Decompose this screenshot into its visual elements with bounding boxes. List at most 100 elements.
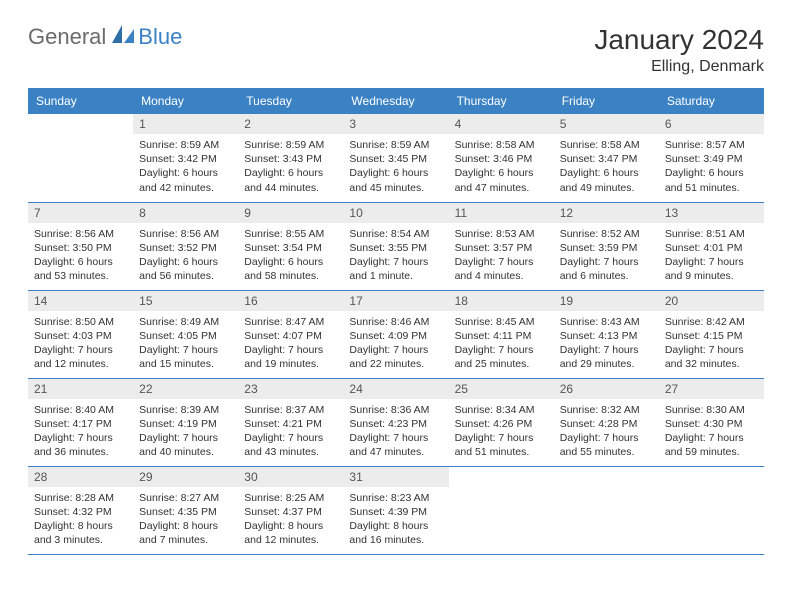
calendar-day-cell bbox=[449, 466, 554, 554]
calendar-week-row: 14Sunrise: 8:50 AMSunset: 4:03 PMDayligh… bbox=[28, 290, 764, 378]
day-daylight: Daylight: 6 hours and 49 minutes. bbox=[560, 166, 653, 194]
day-sunrise: Sunrise: 8:45 AM bbox=[455, 315, 548, 329]
day-sunset: Sunset: 3:59 PM bbox=[560, 241, 653, 255]
calendar-day-cell: 28Sunrise: 8:28 AMSunset: 4:32 PMDayligh… bbox=[28, 466, 133, 554]
day-daylight: Daylight: 7 hours and 4 minutes. bbox=[455, 255, 548, 283]
calendar-day-cell: 2Sunrise: 8:59 AMSunset: 3:43 PMDaylight… bbox=[238, 114, 343, 202]
day-details: Sunrise: 8:27 AMSunset: 4:35 PMDaylight:… bbox=[133, 487, 238, 554]
calendar-day-cell bbox=[554, 466, 659, 554]
day-sunrise: Sunrise: 8:59 AM bbox=[349, 138, 442, 152]
calendar-day-cell: 15Sunrise: 8:49 AMSunset: 4:05 PMDayligh… bbox=[133, 290, 238, 378]
day-details: Sunrise: 8:49 AMSunset: 4:05 PMDaylight:… bbox=[133, 311, 238, 378]
day-sunset: Sunset: 4:07 PM bbox=[244, 329, 337, 343]
day-daylight: Daylight: 8 hours and 16 minutes. bbox=[349, 519, 442, 547]
day-sunset: Sunset: 4:05 PM bbox=[139, 329, 232, 343]
weekday-header: Monday bbox=[133, 88, 238, 114]
day-daylight: Daylight: 6 hours and 44 minutes. bbox=[244, 166, 337, 194]
calendar-day-cell: 14Sunrise: 8:50 AMSunset: 4:03 PMDayligh… bbox=[28, 290, 133, 378]
calendar-day-cell: 8Sunrise: 8:56 AMSunset: 3:52 PMDaylight… bbox=[133, 202, 238, 290]
day-number: 1 bbox=[133, 114, 238, 134]
calendar-day-cell: 7Sunrise: 8:56 AMSunset: 3:50 PMDaylight… bbox=[28, 202, 133, 290]
day-sunset: Sunset: 3:42 PM bbox=[139, 152, 232, 166]
day-details: Sunrise: 8:50 AMSunset: 4:03 PMDaylight:… bbox=[28, 311, 133, 378]
day-sunrise: Sunrise: 8:47 AM bbox=[244, 315, 337, 329]
day-number: 21 bbox=[28, 379, 133, 399]
day-number: 23 bbox=[238, 379, 343, 399]
calendar-day-cell: 6Sunrise: 8:57 AMSunset: 3:49 PMDaylight… bbox=[659, 114, 764, 202]
day-daylight: Daylight: 6 hours and 51 minutes. bbox=[665, 166, 758, 194]
day-details: Sunrise: 8:58 AMSunset: 3:46 PMDaylight:… bbox=[449, 134, 554, 201]
day-sunset: Sunset: 3:45 PM bbox=[349, 152, 442, 166]
calendar-week-row: 28Sunrise: 8:28 AMSunset: 4:32 PMDayligh… bbox=[28, 466, 764, 554]
calendar-day-cell: 16Sunrise: 8:47 AMSunset: 4:07 PMDayligh… bbox=[238, 290, 343, 378]
day-daylight: Daylight: 7 hours and 51 minutes. bbox=[455, 431, 548, 459]
calendar-week-row: 21Sunrise: 8:40 AMSunset: 4:17 PMDayligh… bbox=[28, 378, 764, 466]
day-sunrise: Sunrise: 8:28 AM bbox=[34, 491, 127, 505]
calendar-day-cell: 19Sunrise: 8:43 AMSunset: 4:13 PMDayligh… bbox=[554, 290, 659, 378]
day-details: Sunrise: 8:59 AMSunset: 3:43 PMDaylight:… bbox=[238, 134, 343, 201]
calendar-day-cell: 25Sunrise: 8:34 AMSunset: 4:26 PMDayligh… bbox=[449, 378, 554, 466]
day-details: Sunrise: 8:54 AMSunset: 3:55 PMDaylight:… bbox=[343, 223, 448, 290]
day-details: Sunrise: 8:58 AMSunset: 3:47 PMDaylight:… bbox=[554, 134, 659, 201]
day-number: 17 bbox=[343, 291, 448, 311]
day-sunset: Sunset: 4:19 PM bbox=[139, 417, 232, 431]
day-details: Sunrise: 8:37 AMSunset: 4:21 PMDaylight:… bbox=[238, 399, 343, 466]
day-number: 29 bbox=[133, 467, 238, 487]
day-details: Sunrise: 8:46 AMSunset: 4:09 PMDaylight:… bbox=[343, 311, 448, 378]
day-number: 15 bbox=[133, 291, 238, 311]
day-sunset: Sunset: 4:01 PM bbox=[665, 241, 758, 255]
day-sunrise: Sunrise: 8:32 AM bbox=[560, 403, 653, 417]
day-sunrise: Sunrise: 8:23 AM bbox=[349, 491, 442, 505]
day-sunset: Sunset: 4:17 PM bbox=[34, 417, 127, 431]
day-number: 6 bbox=[659, 114, 764, 134]
day-number: 30 bbox=[238, 467, 343, 487]
calendar-day-cell: 11Sunrise: 8:53 AMSunset: 3:57 PMDayligh… bbox=[449, 202, 554, 290]
day-number: 13 bbox=[659, 203, 764, 223]
day-daylight: Daylight: 6 hours and 56 minutes. bbox=[139, 255, 232, 283]
calendar-day-cell: 3Sunrise: 8:59 AMSunset: 3:45 PMDaylight… bbox=[343, 114, 448, 202]
calendar-day-cell: 31Sunrise: 8:23 AMSunset: 4:39 PMDayligh… bbox=[343, 466, 448, 554]
day-details: Sunrise: 8:40 AMSunset: 4:17 PMDaylight:… bbox=[28, 399, 133, 466]
day-number: 10 bbox=[343, 203, 448, 223]
calendar-day-cell bbox=[659, 466, 764, 554]
weekday-header: Thursday bbox=[449, 88, 554, 114]
day-sunrise: Sunrise: 8:59 AM bbox=[139, 138, 232, 152]
day-sunrise: Sunrise: 8:42 AM bbox=[665, 315, 758, 329]
day-sunrise: Sunrise: 8:58 AM bbox=[455, 138, 548, 152]
calendar-day-cell: 20Sunrise: 8:42 AMSunset: 4:15 PMDayligh… bbox=[659, 290, 764, 378]
calendar-day-cell: 23Sunrise: 8:37 AMSunset: 4:21 PMDayligh… bbox=[238, 378, 343, 466]
day-sunrise: Sunrise: 8:51 AM bbox=[665, 227, 758, 241]
day-daylight: Daylight: 7 hours and 59 minutes. bbox=[665, 431, 758, 459]
day-daylight: Daylight: 7 hours and 22 minutes. bbox=[349, 343, 442, 371]
day-details: Sunrise: 8:36 AMSunset: 4:23 PMDaylight:… bbox=[343, 399, 448, 466]
day-sunset: Sunset: 4:11 PM bbox=[455, 329, 548, 343]
calendar-day-cell: 12Sunrise: 8:52 AMSunset: 3:59 PMDayligh… bbox=[554, 202, 659, 290]
day-daylight: Daylight: 6 hours and 58 minutes. bbox=[244, 255, 337, 283]
day-sunrise: Sunrise: 8:30 AM bbox=[665, 403, 758, 417]
calendar-day-cell: 13Sunrise: 8:51 AMSunset: 4:01 PMDayligh… bbox=[659, 202, 764, 290]
day-number: 27 bbox=[659, 379, 764, 399]
day-sunset: Sunset: 4:15 PM bbox=[665, 329, 758, 343]
day-sunset: Sunset: 4:23 PM bbox=[349, 417, 442, 431]
calendar-day-cell: 1Sunrise: 8:59 AMSunset: 3:42 PMDaylight… bbox=[133, 114, 238, 202]
day-details: Sunrise: 8:42 AMSunset: 4:15 PMDaylight:… bbox=[659, 311, 764, 378]
day-sunset: Sunset: 4:21 PM bbox=[244, 417, 337, 431]
day-details: Sunrise: 8:39 AMSunset: 4:19 PMDaylight:… bbox=[133, 399, 238, 466]
calendar-day-cell: 18Sunrise: 8:45 AMSunset: 4:11 PMDayligh… bbox=[449, 290, 554, 378]
day-sunrise: Sunrise: 8:39 AM bbox=[139, 403, 232, 417]
location-label: Elling, Denmark bbox=[594, 58, 764, 76]
day-daylight: Daylight: 7 hours and 19 minutes. bbox=[244, 343, 337, 371]
day-daylight: Daylight: 6 hours and 53 minutes. bbox=[34, 255, 127, 283]
day-details: Sunrise: 8:34 AMSunset: 4:26 PMDaylight:… bbox=[449, 399, 554, 466]
day-sunrise: Sunrise: 8:59 AM bbox=[244, 138, 337, 152]
brand-text-blue: Blue bbox=[138, 24, 182, 50]
day-sunrise: Sunrise: 8:56 AM bbox=[139, 227, 232, 241]
day-daylight: Daylight: 8 hours and 7 minutes. bbox=[139, 519, 232, 547]
day-sunrise: Sunrise: 8:27 AM bbox=[139, 491, 232, 505]
day-number: 3 bbox=[343, 114, 448, 134]
calendar-day-cell: 5Sunrise: 8:58 AMSunset: 3:47 PMDaylight… bbox=[554, 114, 659, 202]
day-number: 18 bbox=[449, 291, 554, 311]
day-sunset: Sunset: 4:28 PM bbox=[560, 417, 653, 431]
calendar-day-cell bbox=[28, 114, 133, 202]
day-details: Sunrise: 8:30 AMSunset: 4:30 PMDaylight:… bbox=[659, 399, 764, 466]
